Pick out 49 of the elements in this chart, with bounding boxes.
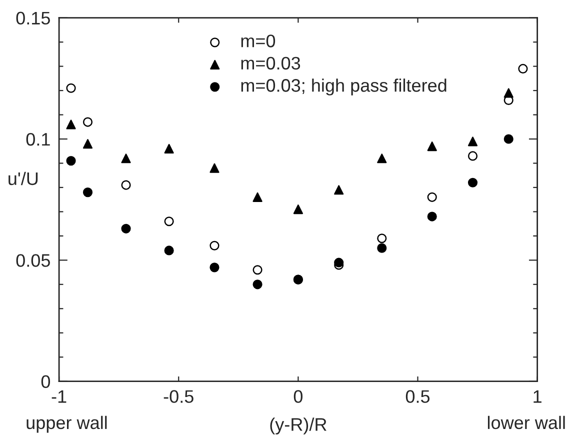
y-tick-label: 0.05	[16, 254, 50, 267]
point	[377, 154, 387, 164]
point	[82, 139, 93, 149]
point	[164, 216, 174, 226]
point	[82, 117, 93, 127]
point	[66, 83, 76, 93]
point	[427, 141, 437, 152]
point	[82, 188, 93, 198]
point	[164, 246, 174, 256]
point	[334, 185, 344, 195]
point	[252, 192, 262, 202]
point	[210, 163, 220, 173]
y-tick-label: 0.1	[26, 132, 50, 146]
point	[468, 178, 478, 188]
point	[293, 204, 303, 214]
x-tick-label: -0.5	[164, 390, 194, 403]
point	[504, 134, 514, 144]
x-tick-label: 0.5	[406, 390, 430, 403]
point	[164, 144, 174, 154]
point	[210, 262, 220, 272]
x-tick-label: 0	[294, 390, 302, 403]
point	[121, 154, 131, 164]
x-tick-label: 1	[534, 390, 542, 403]
point	[252, 265, 262, 275]
point	[518, 64, 528, 74]
point	[252, 280, 262, 290]
x-tick-label: -1	[52, 390, 66, 403]
point	[468, 136, 478, 146]
point	[121, 224, 131, 234]
point	[121, 180, 131, 190]
point	[377, 234, 387, 244]
y-axis-title: u'/U	[8, 172, 38, 186]
point	[504, 88, 514, 98]
legend-label: m=0	[241, 34, 276, 48]
legend-label: m=0.03	[241, 56, 300, 70]
point	[468, 151, 478, 161]
point	[427, 192, 437, 202]
point	[427, 212, 437, 222]
x-axis-title: (y-R)/R	[270, 418, 326, 434]
text: upper wall	[26, 416, 107, 433]
y-tick-label: 0	[41, 375, 50, 388]
y-tick-label: 0.15	[16, 12, 50, 25]
point	[66, 120, 76, 130]
legend-label: m=0.03; high pass filtered	[241, 78, 446, 96]
point	[377, 243, 387, 253]
point	[210, 240, 220, 250]
text: lower wall	[488, 416, 565, 430]
point	[334, 258, 344, 268]
point	[66, 156, 76, 166]
